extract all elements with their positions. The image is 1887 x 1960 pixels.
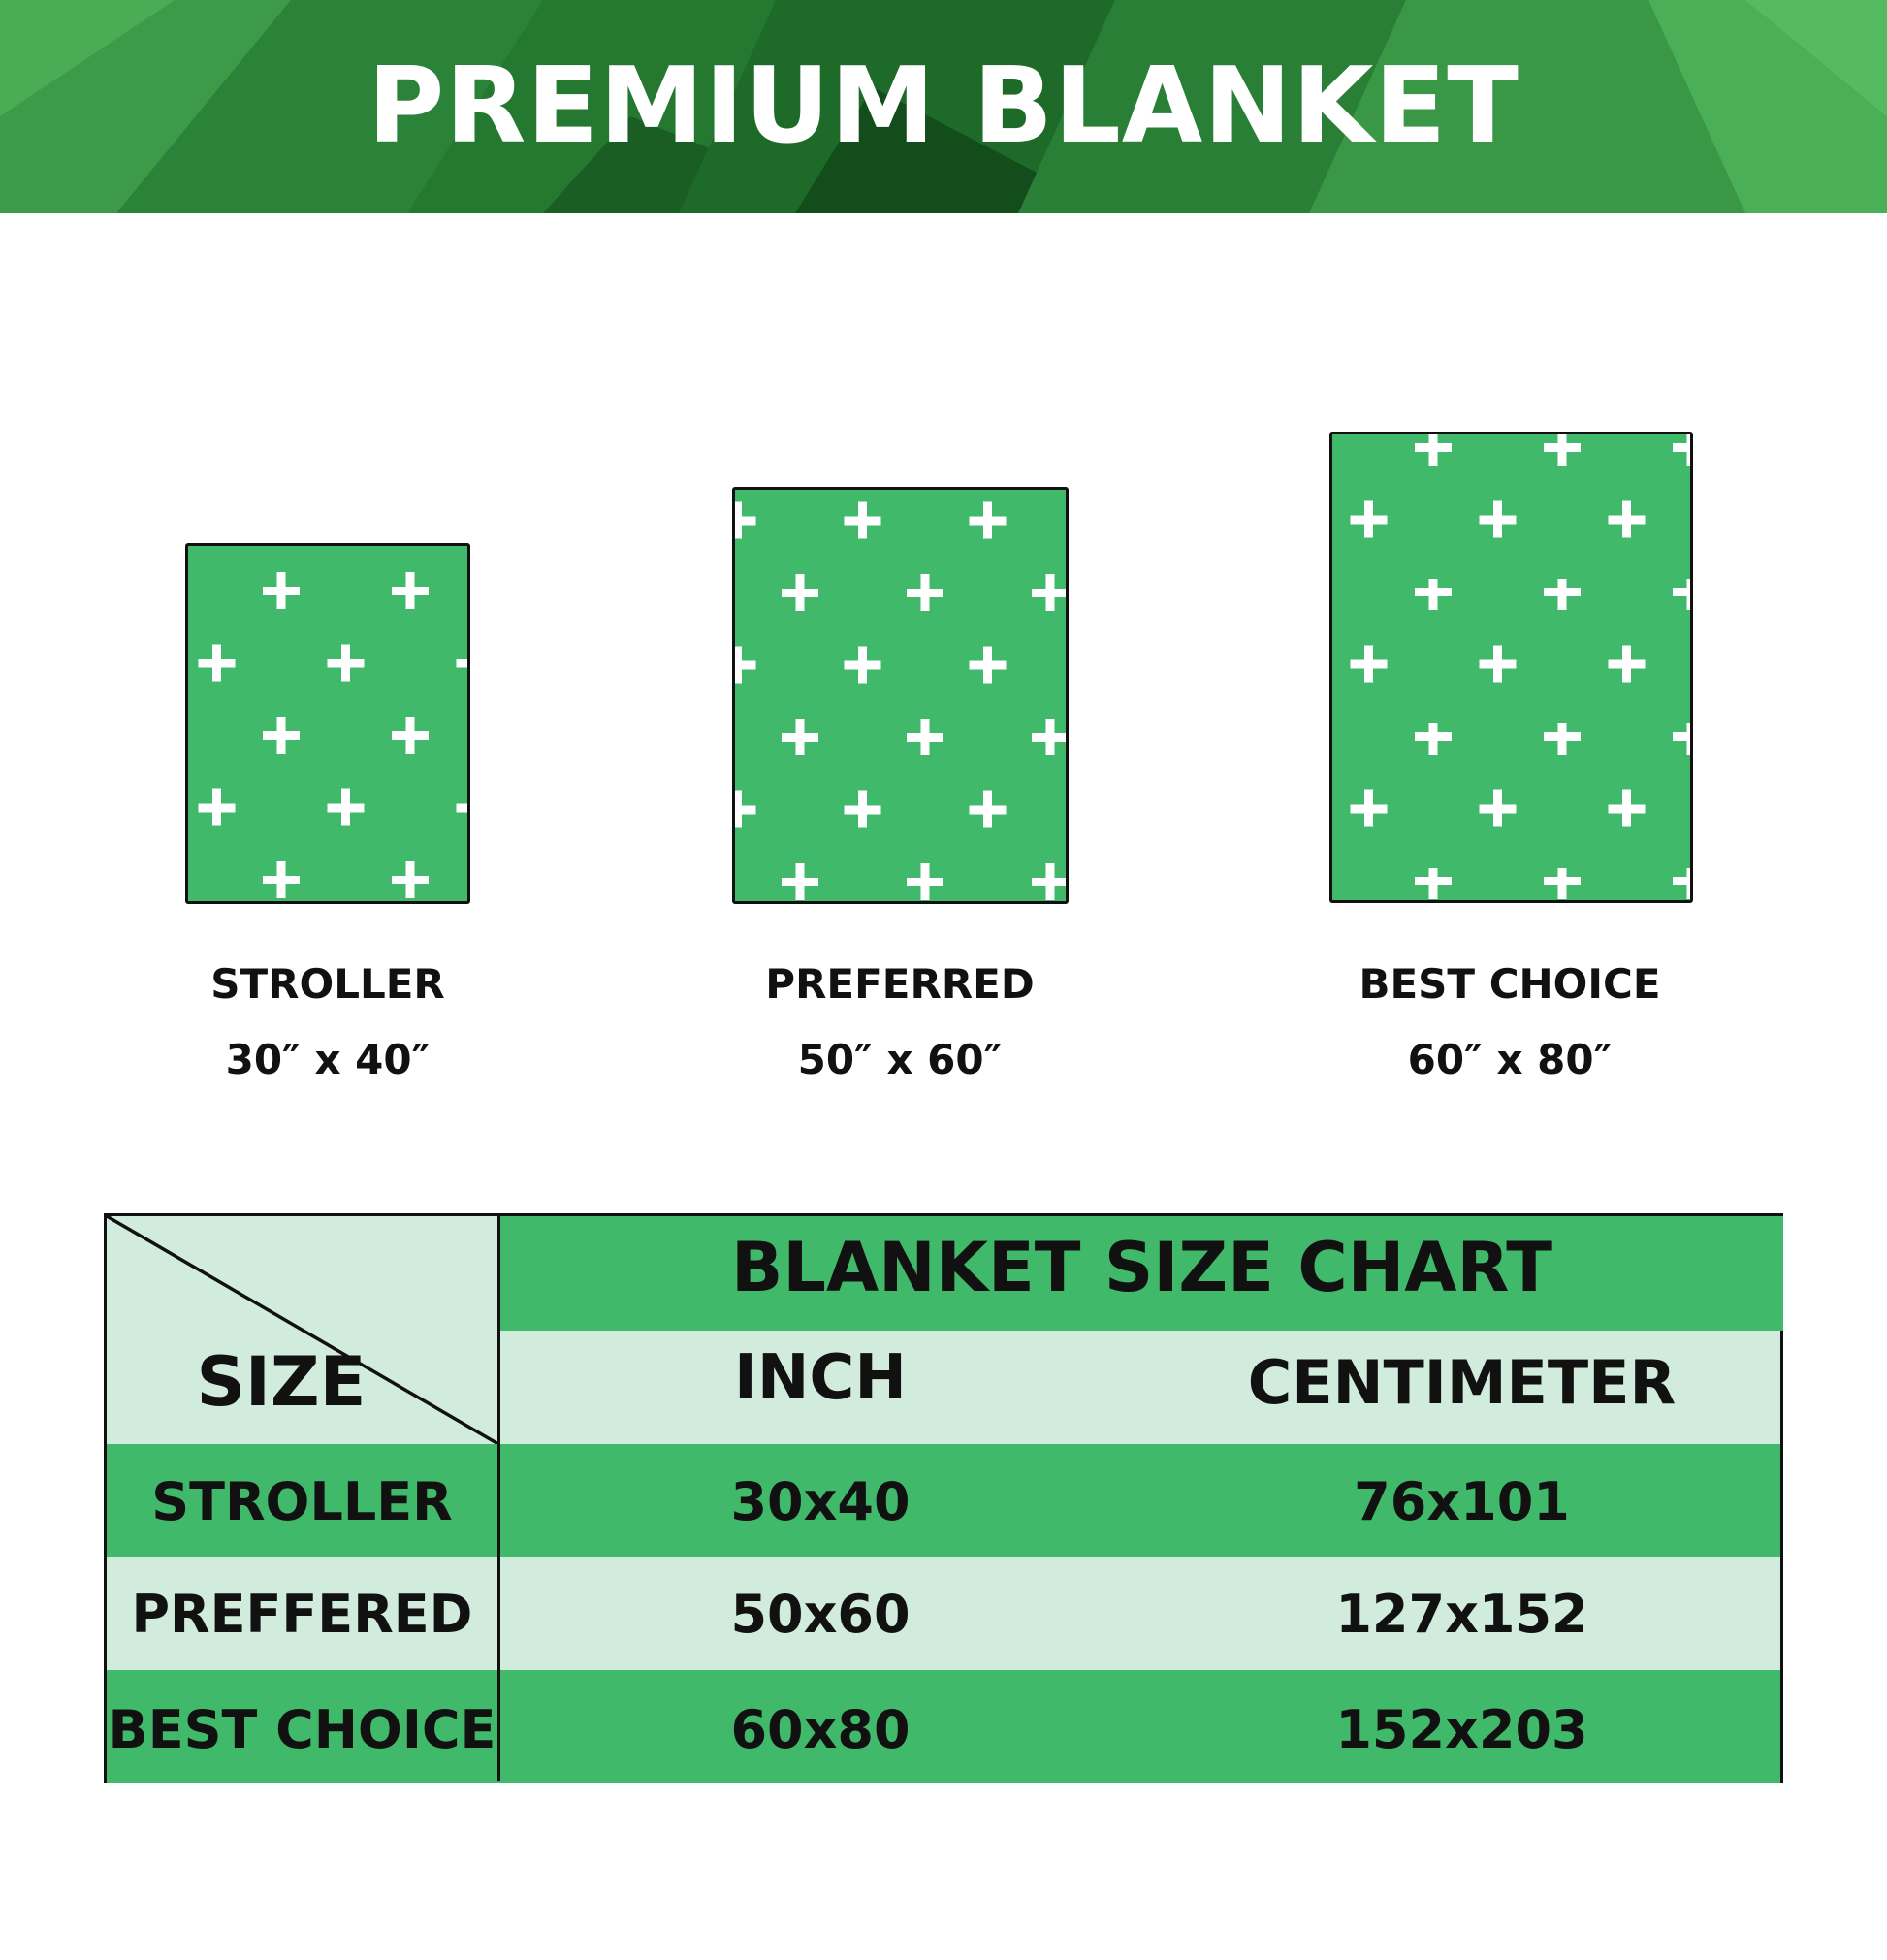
table-title-row: BLANKET SIZE CHART (500, 1216, 1783, 1331)
cm-value: 76x101 (1354, 1471, 1570, 1532)
inch-value: 60x80 (730, 1699, 911, 1760)
table-row: PREFFERED 50x60 127x152 (107, 1557, 1780, 1670)
table-row: BEST CHOICE 60x80 152x203 (107, 1670, 1780, 1783)
diagonal-divider (107, 1216, 499, 1446)
row-label: BEST CHOICE (108, 1699, 496, 1760)
column-header-inch: INCH (734, 1342, 907, 1414)
blanket-stroller-illustration (185, 543, 470, 904)
plus-icon-pattern (188, 546, 467, 901)
table-title: BLANKET SIZE CHART (731, 1228, 1552, 1307)
corner-label-size: SIZE (196, 1342, 367, 1422)
column-divider (497, 1216, 500, 1781)
blanket-size-best-choice: 60″ x 80″ (1407, 1036, 1613, 1083)
blanket-size-preferred: 50″ x 60″ (797, 1036, 1003, 1083)
blanket-best-choice-illustration (1329, 432, 1693, 903)
plus-icon-pattern (1332, 434, 1690, 900)
page-title: PREMIUM BLANKET (368, 46, 1519, 167)
cm-value: 127x152 (1335, 1584, 1588, 1645)
blanket-name-best-choice: BEST CHOICE (1359, 960, 1661, 1008)
cm-value: 152x203 (1335, 1699, 1588, 1760)
blanket-name-stroller: STROLLER (210, 960, 445, 1008)
plus-icon-pattern (735, 490, 1066, 901)
polygon-background (0, 0, 1887, 213)
blanket-name-preferred: PREFERRED (765, 960, 1035, 1008)
header-banner: PREMIUM BLANKET (0, 0, 1887, 213)
inch-value: 50x60 (730, 1584, 911, 1645)
inch-value: 30x40 (730, 1471, 911, 1532)
table-row: STROLLER 30x40 76x101 (107, 1444, 1780, 1557)
column-header-centimeter: CENTIMETER (1247, 1347, 1677, 1418)
row-label: PREFFERED (131, 1584, 473, 1645)
row-label: STROLLER (151, 1471, 453, 1532)
size-chart-table: BLANKET SIZE CHART SIZE INCH CENTIMETER … (104, 1213, 1783, 1783)
blanket-preferred-illustration (732, 487, 1069, 904)
blanket-size-stroller: 30″ x 40″ (225, 1036, 431, 1083)
